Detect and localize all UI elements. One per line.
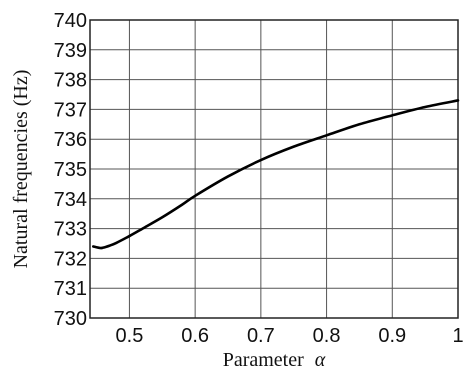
y-tick-label: 730 [54, 308, 87, 330]
plot-frame [89, 19, 459, 319]
series-line [91, 99, 460, 250]
y-tick-label: 736 [54, 129, 87, 151]
y-tick-label: 734 [54, 189, 87, 211]
x-tick-label: 0.5 [116, 325, 144, 347]
series-group [91, 99, 460, 250]
y-tick-label: 731 [54, 278, 87, 300]
x-axis-title: Parameter α [223, 349, 326, 371]
grid [90, 20, 458, 318]
y-tick-labels: 730 731 732 733 734 735 736 737 738 739 740 [54, 10, 87, 330]
y-tick-label: 740 [54, 10, 87, 32]
x-tick-label: 0.9 [378, 325, 406, 347]
y-tick-label: 737 [54, 99, 87, 121]
y-tick-label: 733 [54, 219, 87, 241]
y-tick-label: 739 [54, 40, 87, 62]
x-tick-label: 1 [452, 325, 463, 347]
x-axis-title-text: Parameter [223, 349, 304, 371]
y-tick-label: 732 [54, 248, 87, 270]
x-tick-labels: 0.5 0.6 0.7 0.8 0.9 1 [116, 325, 464, 347]
y-axis-title: Natural frequencies (Hz) [10, 70, 32, 269]
x-tick-label: 0.7 [247, 325, 275, 347]
y-tick-label: 738 [54, 70, 87, 92]
y-tick-label: 735 [54, 159, 87, 181]
x-tick-label: 0.6 [181, 325, 209, 347]
x-tick-label: 0.8 [313, 325, 341, 347]
x-axis-title-symbol: α [315, 349, 326, 371]
